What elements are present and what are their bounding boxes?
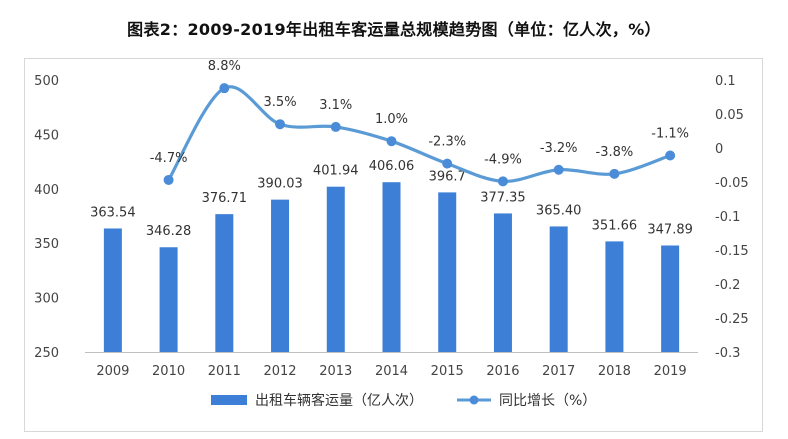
bar bbox=[661, 245, 680, 352]
y-right-tick-label: -0.2 bbox=[715, 278, 740, 293]
y-right-tick-label: 0.1 bbox=[715, 74, 736, 89]
y-left-tick-label: 400 bbox=[34, 183, 59, 198]
line-value-label: 3.5% bbox=[264, 95, 297, 110]
x-tick-label: 2014 bbox=[375, 364, 408, 379]
bar-value-label: 401.94 bbox=[313, 164, 359, 179]
y-right-tick-label: 0.05 bbox=[715, 108, 744, 123]
bar bbox=[493, 213, 512, 352]
bar-value-label: 347.89 bbox=[647, 222, 693, 237]
legend-bar-swatch bbox=[211, 395, 247, 405]
line-point bbox=[665, 150, 676, 161]
bar bbox=[605, 241, 624, 352]
bar-value-label: 363.54 bbox=[90, 205, 136, 220]
y-axis-right: -0.3 -0.25 -0.2 -0.15 -0.1 -0.05 0 0.05 0.1 bbox=[715, 74, 749, 361]
bar bbox=[549, 226, 568, 352]
line-value-label: 8.8% bbox=[208, 59, 241, 74]
chart-title: 图表2：2009-2019年出租车客运量总规模趋势图（单位：亿人次，%） bbox=[127, 20, 661, 39]
bar bbox=[382, 182, 401, 352]
line-point bbox=[609, 168, 620, 179]
line-value-label: -4.7% bbox=[150, 151, 188, 166]
x-tick-label: 2016 bbox=[486, 364, 519, 379]
bar-value-labels: 363.54 346.28 376.71 390.03 401.94 406.06 396.… bbox=[90, 159, 693, 239]
x-tick-label: 2013 bbox=[319, 364, 352, 379]
bar-value-label: 351.66 bbox=[592, 218, 638, 233]
x-axis: 2009 2010 2011 2012 2013 2014 2015 2016 2017 2018… bbox=[85, 352, 698, 379]
line-value-label: -2.3% bbox=[428, 135, 466, 150]
y-right-tick-label: -0.3 bbox=[715, 346, 740, 361]
x-tick-label: 2011 bbox=[208, 364, 241, 379]
bar bbox=[326, 186, 345, 352]
line-series bbox=[163, 83, 676, 187]
bar-value-label: 377.35 bbox=[480, 190, 526, 205]
x-tick-label: 2012 bbox=[263, 364, 296, 379]
chart-frame: 250 300 350 400 450 500 -0.3 -0.25 -0.2 -0.15 -0.… bbox=[24, 58, 763, 432]
y-right-tick-label: -0.15 bbox=[715, 244, 749, 259]
y-axis-left: 250 300 350 400 450 500 bbox=[34, 74, 59, 361]
y-left-tick-label: 250 bbox=[34, 346, 59, 361]
bar-value-label: 396.7 bbox=[429, 169, 466, 184]
y-left-tick-label: 500 bbox=[34, 74, 59, 89]
x-tick-label: 2015 bbox=[431, 364, 464, 379]
line-point bbox=[386, 136, 397, 147]
line-value-label: -1.1% bbox=[651, 126, 689, 141]
line-point bbox=[275, 119, 286, 130]
line-point bbox=[553, 164, 564, 175]
line-value-label: 3.1% bbox=[319, 98, 352, 113]
x-tick-label: 2009 bbox=[96, 364, 129, 379]
bar-value-label: 376.71 bbox=[202, 191, 248, 206]
line-point bbox=[442, 158, 453, 169]
x-tick-label: 2017 bbox=[542, 364, 575, 379]
x-tick-label: 2010 bbox=[152, 364, 185, 379]
bar-value-label: 390.03 bbox=[257, 177, 303, 192]
y-right-tick-label: -0.25 bbox=[715, 312, 749, 327]
legend-line-marker bbox=[469, 395, 479, 405]
legend-bar-label: 出租车辆客运量（亿人次） bbox=[255, 392, 423, 409]
y-left-tick-label: 450 bbox=[34, 128, 59, 143]
line-value-label: 1.0% bbox=[375, 112, 408, 127]
bar bbox=[438, 192, 457, 352]
bar bbox=[271, 199, 290, 352]
legend: 出租车辆客运量（亿人次） 同比增长（%） bbox=[211, 392, 596, 409]
bar bbox=[159, 247, 178, 352]
y-left-tick-label: 300 bbox=[34, 292, 59, 307]
legend-line-label: 同比增长（%） bbox=[499, 393, 596, 409]
line-point bbox=[330, 121, 341, 132]
y-right-tick-label: -0.1 bbox=[715, 210, 740, 225]
bar-value-label: 365.40 bbox=[536, 203, 582, 218]
y-right-tick-label: 0 bbox=[715, 142, 723, 157]
bar-value-label: 346.28 bbox=[146, 224, 192, 239]
line-value-label: -3.8% bbox=[596, 145, 634, 160]
bar bbox=[103, 228, 122, 352]
x-tick-label: 2018 bbox=[598, 364, 631, 379]
line-point bbox=[219, 83, 230, 94]
x-tick-label: 2019 bbox=[654, 364, 687, 379]
line-value-labels: -4.7% 8.8% 3.5% 3.1% 1.0% -2.3% -4.9% -3.2% -3.8… bbox=[150, 59, 689, 167]
line-point bbox=[163, 174, 174, 185]
line-value-label: -4.9% bbox=[484, 152, 522, 167]
line-point bbox=[497, 176, 508, 187]
y-right-tick-label: -0.05 bbox=[715, 176, 749, 191]
bar bbox=[215, 214, 234, 352]
bar-series bbox=[103, 182, 680, 352]
bar-value-label: 406.06 bbox=[369, 159, 415, 174]
line-value-label: -3.2% bbox=[540, 141, 578, 156]
y-left-tick-label: 350 bbox=[34, 237, 59, 252]
growth-line bbox=[166, 85, 672, 183]
